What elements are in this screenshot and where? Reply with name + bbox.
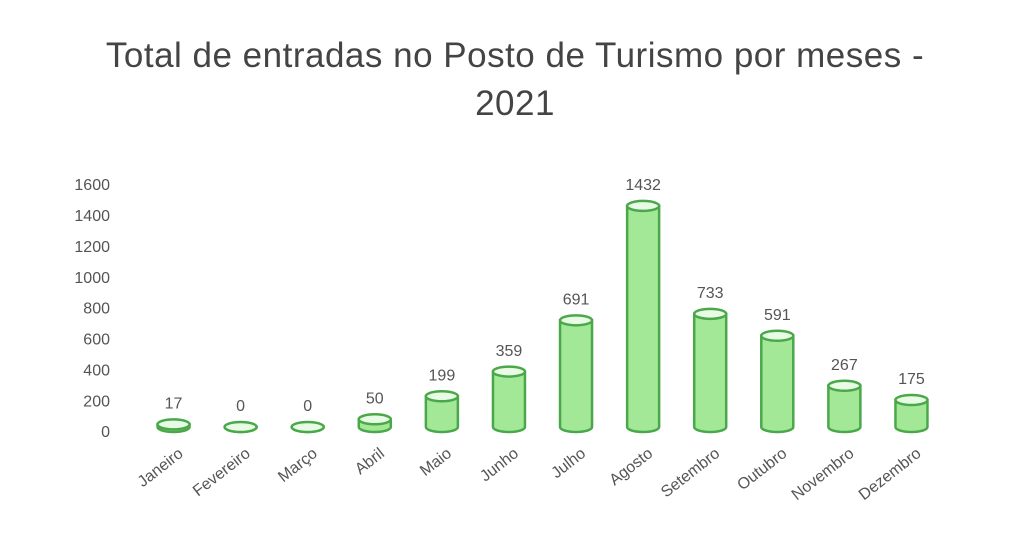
x-tick-label: Agosto bbox=[606, 445, 656, 489]
bar-top bbox=[625, 199, 661, 213]
x-tick-label: Abril bbox=[352, 445, 388, 478]
bar-top bbox=[558, 314, 594, 327]
x-tick-label: Dezembro bbox=[856, 445, 925, 504]
y-tick-label: 1400 bbox=[74, 208, 110, 225]
y-tick-label: 800 bbox=[83, 301, 110, 318]
bar-top bbox=[223, 420, 258, 434]
value-label: 733 bbox=[697, 285, 724, 302]
bar-top bbox=[156, 418, 191, 431]
value-label: 1432 bbox=[625, 177, 661, 194]
value-label: 691 bbox=[563, 292, 590, 309]
value-label: 17 bbox=[165, 396, 183, 413]
bar-top bbox=[424, 390, 460, 403]
bar bbox=[760, 334, 795, 434]
y-tick-label: 600 bbox=[83, 332, 110, 349]
bar bbox=[827, 384, 862, 434]
bar-top bbox=[491, 365, 527, 378]
value-label: 591 bbox=[764, 307, 791, 324]
x-tick-label: Junho bbox=[477, 445, 522, 485]
value-label: 199 bbox=[429, 367, 456, 384]
value-label: 267 bbox=[831, 357, 858, 374]
x-tick-label: Maio bbox=[417, 445, 455, 480]
y-tick-label: 1200 bbox=[74, 239, 110, 256]
bar bbox=[491, 370, 527, 434]
bar bbox=[558, 319, 594, 434]
bar-top bbox=[827, 379, 862, 393]
bar-top bbox=[692, 307, 728, 321]
value-label: 175 bbox=[898, 371, 925, 388]
x-tick-label: Janeiro bbox=[135, 445, 187, 491]
chart-title: Total de entradas no Posto de Turismo po… bbox=[105, 36, 925, 123]
x-tick-label: Março bbox=[275, 445, 321, 486]
x-tick-label: Setembro bbox=[658, 445, 723, 501]
bar bbox=[692, 312, 728, 434]
x-tick-label: Novembro bbox=[789, 445, 858, 504]
x-tick-label: Julho bbox=[548, 445, 589, 482]
value-label: 359 bbox=[496, 343, 523, 360]
y-tick-label: 400 bbox=[83, 362, 110, 379]
value-label: 0 bbox=[236, 398, 245, 415]
value-label: 0 bbox=[303, 398, 312, 415]
bar bbox=[894, 398, 929, 434]
bar-top bbox=[760, 329, 795, 343]
y-tick-label: 1000 bbox=[74, 270, 110, 287]
bar-top bbox=[290, 420, 325, 434]
bar bbox=[625, 204, 661, 434]
x-tick-label: Outubro bbox=[734, 445, 790, 494]
bar-top bbox=[894, 393, 929, 407]
x-tick-label: Fevereiro bbox=[190, 445, 254, 500]
value-label: 50 bbox=[366, 391, 384, 408]
y-tick-label: 1600 bbox=[74, 177, 110, 194]
bar bbox=[424, 395, 460, 434]
y-tick-label: 200 bbox=[83, 393, 110, 410]
y-tick-label: 0 bbox=[101, 424, 110, 441]
bar-top bbox=[357, 413, 393, 426]
